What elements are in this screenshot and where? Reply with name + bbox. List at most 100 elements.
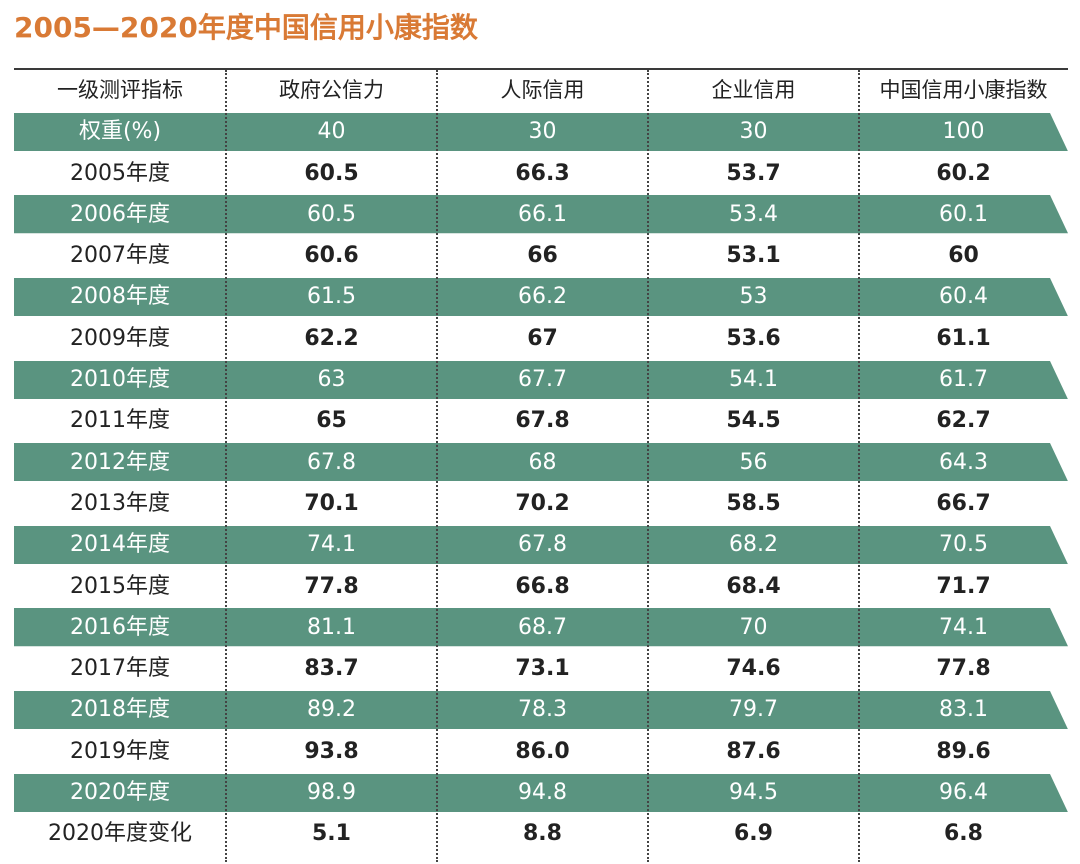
row-label: 2020年度 (70, 780, 170, 806)
table-cell: 79.7 (729, 697, 778, 723)
table-cell: 67.7 (518, 367, 567, 393)
table-cell: 62.7 (936, 408, 991, 434)
row-band-shape (14, 608, 1068, 647)
table-row: 2016年度 81.1 68.7 70 74.1 (14, 607, 1068, 648)
table-cell: 93.8 (304, 738, 359, 764)
row-label: 2009年度 (70, 325, 170, 351)
row-label: 2014年度 (70, 532, 170, 558)
table-row: 2018年度 89.2 78.3 79.7 83.1 (14, 689, 1068, 730)
row-label: 2010年度 (70, 367, 170, 393)
table-cell: 78.3 (518, 697, 567, 723)
table-cell: 74.6 (726, 656, 781, 682)
table-cell: 73.1 (515, 656, 570, 682)
table-row: 2013年度 70.1 70.2 58.5 66.7 (14, 483, 1068, 524)
table-cell: 54.1 (729, 367, 778, 393)
table-cell: 68.7 (518, 614, 567, 640)
table-cell: 70.5 (939, 532, 988, 558)
row-band-background (14, 360, 1068, 399)
row-label: 2006年度 (70, 201, 170, 227)
table-cell: 30 (528, 119, 557, 145)
row-band-background (14, 195, 1068, 234)
table-cell: 53.6 (726, 325, 781, 351)
table-cell: 30 (739, 119, 768, 145)
row-band-shape (14, 525, 1068, 565)
row-label: 2020年度变化 (48, 821, 192, 847)
row-band-shape (14, 195, 1068, 234)
table-cell: 53 (739, 284, 768, 310)
table-cell: 68 (528, 449, 557, 475)
table-cell: 94.8 (518, 780, 567, 806)
table-cell: 6.9 (734, 821, 773, 847)
table-cell: 53.7 (726, 160, 781, 186)
table-cell: 66.7 (936, 490, 991, 516)
row-label: 2005年度 (70, 160, 170, 186)
table-cell: 54.5 (726, 408, 781, 434)
table-cell: 5.1 (312, 821, 351, 847)
table-cell: 87.6 (726, 738, 781, 764)
row-band-background (14, 443, 1068, 482)
table-cell: 66 (527, 243, 558, 269)
row-label: 2016年度 (70, 614, 170, 640)
table-row: 2014年度 74.1 67.8 68.2 70.5 (14, 524, 1068, 565)
table-cell: 70.2 (515, 490, 570, 516)
header-row: 一级测评指标 政府公信力 人际信用 企业信用 中国信用小康指数 (14, 70, 1068, 111)
table-cell: 100 (942, 119, 985, 145)
column-separator (225, 70, 227, 862)
column-separator (858, 70, 860, 862)
table-row: 2007年度 60.6 66 53.1 60 (14, 235, 1068, 276)
table-cell: 64.3 (939, 449, 988, 475)
row-band-background (14, 608, 1068, 647)
table-row: 2020年度 98.9 94.8 94.5 96.4 (14, 772, 1068, 813)
row-band-shape (14, 443, 1068, 482)
row-label: 2015年度 (70, 573, 170, 599)
row-label: 2013年度 (70, 490, 170, 516)
row-label: 2019年度 (70, 738, 170, 764)
table-cell: 62.2 (304, 325, 359, 351)
table-cell: 61.5 (307, 284, 356, 310)
table-cell: 81.1 (307, 614, 356, 640)
table-row: 2008年度 61.5 66.2 53 60.4 (14, 276, 1068, 317)
table-row: 权重(%) 40 30 30 100 (14, 111, 1068, 152)
table-cell: 60.6 (304, 243, 359, 269)
table-cell: 89.6 (936, 738, 991, 764)
table-cell: 40 (317, 119, 346, 145)
table-cell: 60.5 (304, 160, 359, 186)
table-cell: 77.8 (936, 656, 991, 682)
table-cell: 70 (739, 614, 768, 640)
table-cell: 94.5 (729, 780, 778, 806)
table-cell: 60.4 (939, 284, 988, 310)
table-cell: 89.2 (307, 697, 356, 723)
table-cell: 96.4 (939, 780, 988, 806)
table-cell: 67.8 (518, 532, 567, 558)
row-band-shape (14, 690, 1068, 730)
table-title: 2005—2020年度中国信用小康指数 (14, 11, 478, 44)
table-row: 2009年度 62.2 67 53.6 61.1 (14, 318, 1068, 359)
table-cell: 63 (317, 367, 346, 393)
table-row: 2015年度 77.8 66.8 68.4 71.7 (14, 566, 1068, 607)
table-cell: 53.4 (729, 201, 778, 227)
table-row: 2005年度 60.5 66.3 53.7 60.2 (14, 153, 1068, 194)
table-cell: 61.7 (939, 367, 988, 393)
row-label: 2012年度 (70, 449, 170, 475)
table-cell: 74.1 (307, 532, 356, 558)
table-cell: 66.1 (518, 201, 567, 227)
table-cell: 83.1 (939, 697, 988, 723)
table-row: 2011年度 65 67.8 54.5 62.7 (14, 400, 1068, 441)
table-cell: 68.2 (729, 532, 778, 558)
row-band-shape (14, 773, 1068, 812)
table-cell: 60.5 (307, 201, 356, 227)
credit-index-table: 一级测评指标 政府公信力 人际信用 企业信用 中国信用小康指数 权重(%) 40 30 30 10… (14, 70, 1068, 855)
table-cell: 67.8 (307, 449, 356, 475)
table-cell: 政府公信力 (279, 78, 384, 102)
row-band-shape (14, 360, 1068, 399)
table-cell: 8.8 (523, 821, 562, 847)
row-band-background (14, 525, 1068, 565)
row-band-shape (14, 277, 1068, 317)
table-cell: 74.1 (939, 614, 988, 640)
row-label: 一级测评指标 (57, 78, 183, 102)
table-row: 2019年度 93.8 86.0 87.6 89.6 (14, 731, 1068, 772)
row-band-shape (14, 112, 1068, 152)
table-cell: 70.1 (304, 490, 359, 516)
table-cell: 66.2 (518, 284, 567, 310)
table-cell: 65 (316, 408, 347, 434)
